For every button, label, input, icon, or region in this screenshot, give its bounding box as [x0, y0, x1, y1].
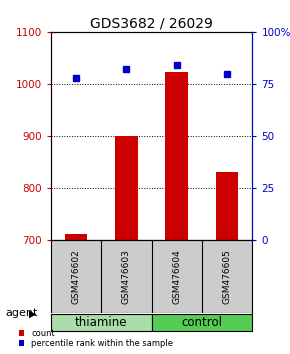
Bar: [216, 172, 238, 240]
Bar: [115, 136, 138, 240]
FancyBboxPatch shape: [152, 314, 252, 331]
Text: GSM476605: GSM476605: [223, 249, 232, 304]
FancyBboxPatch shape: [51, 314, 152, 331]
Text: ▶: ▶: [29, 308, 37, 319]
Legend: count, percentile rank within the sample: count, percentile rank within the sample: [19, 329, 173, 348]
Text: GSM476604: GSM476604: [172, 249, 181, 304]
Text: GSM476603: GSM476603: [122, 249, 131, 304]
Text: GSM476602: GSM476602: [71, 249, 80, 304]
Bar: [65, 234, 87, 240]
Title: GDS3682 / 26029: GDS3682 / 26029: [90, 17, 213, 31]
Text: agent: agent: [6, 308, 38, 319]
Text: control: control: [182, 316, 222, 329]
Text: thiamine: thiamine: [75, 316, 127, 329]
Bar: [165, 73, 188, 240]
